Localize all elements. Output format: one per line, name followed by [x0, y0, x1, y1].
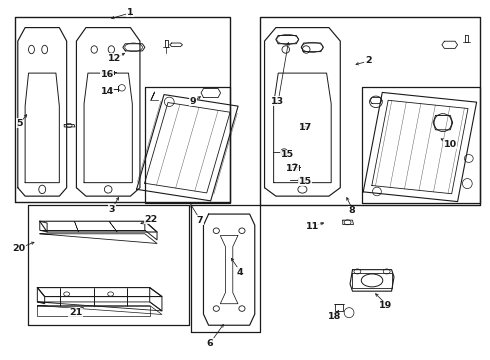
Text: 12: 12	[108, 54, 121, 63]
Text: 20: 20	[13, 244, 26, 253]
Text: 15: 15	[280, 150, 294, 159]
Text: 21: 21	[69, 308, 82, 317]
Text: 6: 6	[206, 339, 213, 348]
Text: 10: 10	[443, 140, 457, 149]
Text: 1: 1	[127, 8, 133, 17]
Text: 18: 18	[328, 312, 341, 321]
Text: 15: 15	[298, 177, 312, 186]
Text: 2: 2	[365, 56, 371, 65]
Text: 9: 9	[190, 96, 196, 105]
Text: 22: 22	[145, 215, 158, 224]
Text: 17: 17	[298, 123, 312, 132]
Text: 8: 8	[348, 206, 355, 215]
Text: 7: 7	[197, 216, 203, 225]
Text: 14: 14	[100, 86, 114, 95]
Text: 19: 19	[379, 301, 392, 310]
Text: 16: 16	[100, 71, 114, 80]
Text: 4: 4	[237, 268, 244, 277]
Text: 17: 17	[286, 165, 299, 174]
Text: 5: 5	[16, 119, 23, 128]
Text: 13: 13	[271, 96, 284, 105]
Text: 3: 3	[109, 205, 115, 214]
Text: 11: 11	[306, 222, 319, 231]
